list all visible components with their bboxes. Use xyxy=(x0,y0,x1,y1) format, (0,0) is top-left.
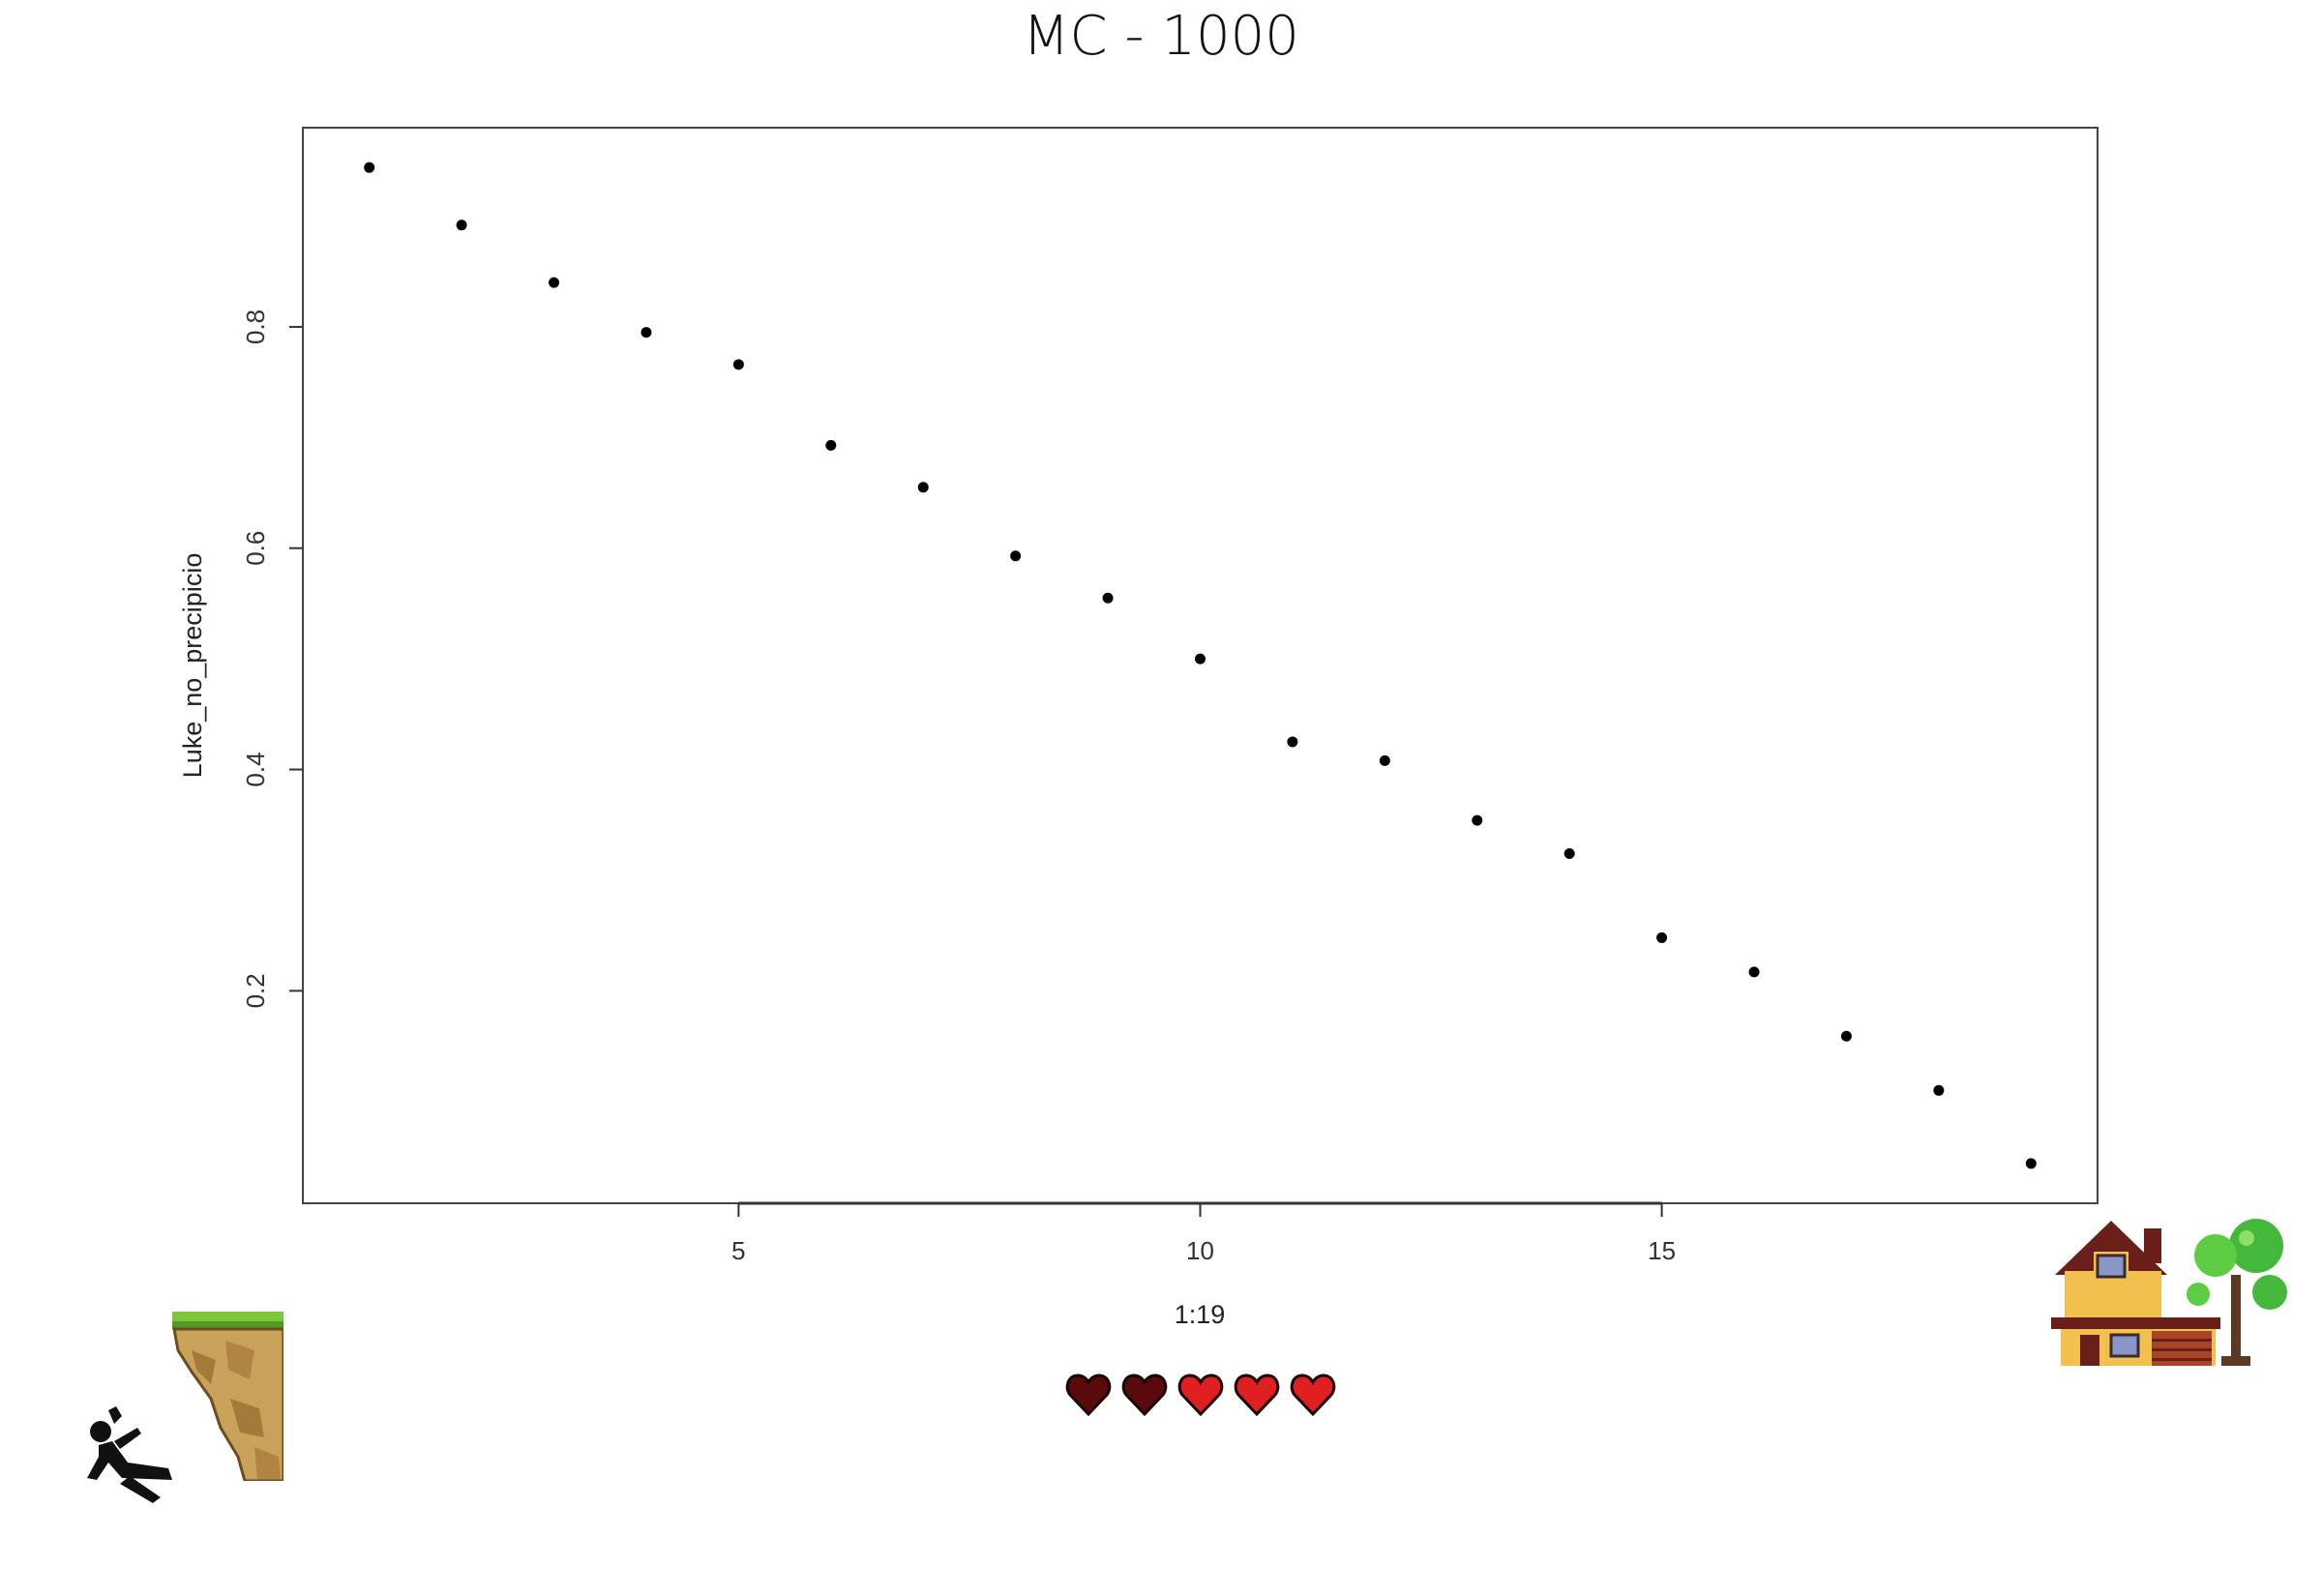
data-point xyxy=(640,327,652,339)
heart-icon xyxy=(1177,1374,1224,1417)
x-tick-label: 10 xyxy=(1186,1236,1214,1265)
y-axis-title: Luke_no_precipicio xyxy=(178,553,207,779)
tree-icon xyxy=(2187,1219,2287,1366)
data-point xyxy=(1656,931,1668,943)
data-point xyxy=(456,220,467,231)
x-axis-title: 1:19 xyxy=(1175,1300,1226,1329)
data-point xyxy=(1472,814,1483,826)
data-point xyxy=(732,359,744,370)
data-point xyxy=(549,277,560,288)
heart-icon xyxy=(1121,1374,1168,1417)
data-point xyxy=(1563,847,1575,859)
data-point xyxy=(1195,653,1206,665)
hearts-row xyxy=(1065,1374,1336,1417)
data-point xyxy=(2025,1158,2037,1169)
data-point xyxy=(1010,550,1022,562)
house-icon xyxy=(2051,1221,2220,1366)
y-tick-label: 0.4 xyxy=(241,752,270,786)
x-tick-label: 15 xyxy=(1648,1236,1676,1265)
heart-icon xyxy=(1065,1374,1112,1417)
plot-frame xyxy=(302,127,2099,1204)
data-point xyxy=(825,439,837,451)
data-point xyxy=(1840,1030,1852,1042)
x-tick-label: 5 xyxy=(731,1236,745,1265)
falling-person-icon xyxy=(87,1406,172,1503)
data-point xyxy=(1102,592,1114,604)
data-points xyxy=(364,162,2037,1169)
data-point xyxy=(1748,966,1760,978)
data-point xyxy=(1287,736,1298,748)
x-axis: 5 10 15 xyxy=(731,1201,1676,1265)
data-point xyxy=(1933,1084,1945,1096)
heart-icon xyxy=(1234,1374,1280,1417)
y-tick-label: 0.2 xyxy=(241,973,270,1008)
y-tick-label: 0.8 xyxy=(241,310,270,344)
chart-title: MC - 1000 xyxy=(1023,5,1299,68)
cliff-icon xyxy=(172,1312,283,1481)
data-point xyxy=(917,482,929,493)
y-axis: 0.2 0.4 0.6 0.8 xyxy=(241,310,303,1008)
data-point xyxy=(364,162,375,173)
data-point xyxy=(1379,754,1390,766)
y-tick-label: 0.6 xyxy=(241,531,270,566)
heart-icon xyxy=(1290,1374,1336,1417)
